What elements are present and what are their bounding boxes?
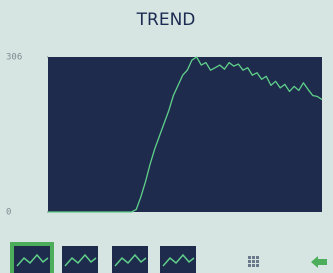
screen: TREND 0 306 bbox=[0, 0, 333, 273]
page: TREND 0306 (() => { const data = JSON.pa… bbox=[0, 0, 333, 273]
trend-button[interactable] bbox=[10, 242, 54, 273]
y-tick-label: 306 bbox=[6, 53, 22, 63]
trend-button[interactable] bbox=[62, 246, 98, 273]
plot-area bbox=[48, 57, 322, 212]
back-button[interactable] bbox=[311, 256, 327, 268]
trend-button[interactable] bbox=[112, 246, 148, 273]
y-tick-label: 0 bbox=[6, 208, 11, 218]
trend-button[interactable] bbox=[160, 246, 196, 273]
toolbar bbox=[10, 242, 327, 273]
grid-button[interactable] bbox=[248, 256, 259, 267]
chart-title: TREND bbox=[136, 10, 196, 30]
